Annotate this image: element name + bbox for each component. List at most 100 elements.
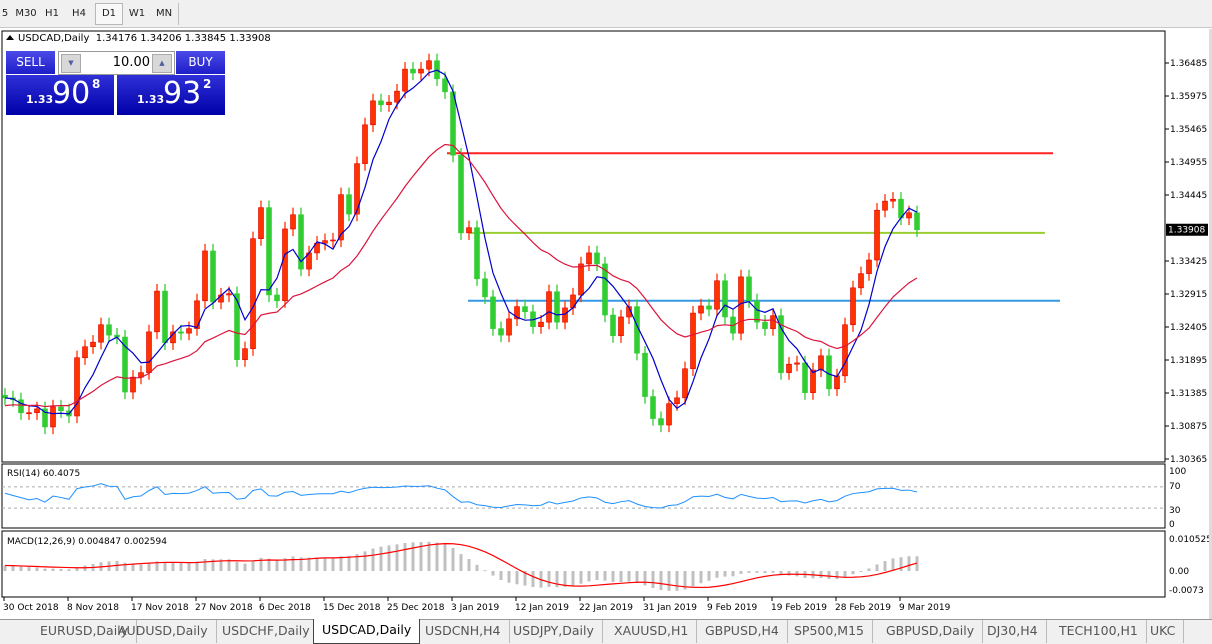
bullish-candle bbox=[282, 228, 288, 302]
macd-histogram-bar bbox=[211, 559, 215, 571]
bullish-candle bbox=[98, 324, 104, 343]
date-tick-label: 9 Feb 2019 bbox=[707, 603, 758, 613]
bullish-candle bbox=[794, 362, 800, 365]
buy-button[interactable]: BUY bbox=[176, 51, 225, 74]
macd-histogram-bar bbox=[19, 566, 23, 571]
bullish-candle bbox=[154, 290, 160, 333]
bullish-candle bbox=[226, 293, 232, 296]
current-price-label: 1.33908 bbox=[1168, 226, 1205, 236]
bullish-candle bbox=[698, 305, 704, 314]
bearish-candle bbox=[746, 276, 752, 302]
macd-tick-label: 0.00 bbox=[1169, 567, 1189, 577]
macd-histogram-bar bbox=[11, 565, 15, 571]
macd-histogram-bar bbox=[595, 571, 599, 581]
chart-tab[interactable]: GBPUSD,H4 bbox=[697, 620, 788, 643]
chart-tab[interactable]: DJ30,H4 bbox=[979, 620, 1047, 643]
bullish-candle bbox=[906, 212, 912, 219]
timeframe-m5-button[interactable]: 5 bbox=[1, 8, 9, 19]
price-chart[interactable]: 1.36485 1.35975 1.35465 1.34955 1.34445 1.334… bbox=[0, 0, 1212, 619]
macd-histogram-bar bbox=[203, 559, 207, 571]
macd-histogram-bar bbox=[43, 568, 47, 571]
macd-histogram-bar bbox=[883, 561, 887, 571]
chart-tab[interactable]: XAUUSD,H1 bbox=[606, 620, 698, 643]
bearish-candle bbox=[498, 328, 504, 336]
bearish-candle bbox=[754, 300, 760, 323]
macd-histogram-bar bbox=[891, 558, 895, 571]
bearish-candle bbox=[610, 314, 616, 337]
macd-histogram-bar bbox=[339, 556, 343, 571]
buy-price-box[interactable]: 1.33 93 2 bbox=[117, 75, 225, 115]
macd-histogram-bar bbox=[299, 557, 303, 571]
macd-histogram-bar bbox=[475, 564, 479, 571]
chart-tab[interactable]: USDCHF,Daily bbox=[214, 620, 319, 643]
bearish-candle bbox=[58, 406, 64, 412]
sell-price-box[interactable]: 1.33 90 8 bbox=[6, 75, 114, 115]
date-tick-label: 3 Jan 2019 bbox=[451, 603, 499, 613]
lot-size-value[interactable]: 10.00 bbox=[112, 55, 150, 70]
macd-histogram-bar bbox=[267, 558, 271, 571]
chart-tab[interactable]: GBPUSD,Daily bbox=[878, 620, 984, 643]
timeframe-m30-button[interactable]: M30 bbox=[15, 8, 37, 19]
macd-histogram-bar bbox=[763, 571, 767, 574]
bullish-candle bbox=[874, 209, 880, 261]
macd-histogram-bar bbox=[291, 556, 295, 571]
chart-tab[interactable]: SP500,M15 bbox=[786, 620, 873, 643]
lot-increase-icon[interactable]: ▲ bbox=[152, 54, 172, 73]
chart-tab[interactable]: TECH100,H1 bbox=[1051, 620, 1147, 643]
lot-size-input[interactable]: ▼ 10.00 ▲ bbox=[58, 51, 175, 75]
macd-histogram-bar bbox=[147, 563, 151, 571]
chart-tab[interactable]: USDCNH,H4 bbox=[417, 620, 510, 643]
sell-button[interactable]: SELL bbox=[6, 51, 55, 74]
timeframe-d1-button[interactable]: D1 bbox=[95, 3, 123, 25]
macd-histogram-bar bbox=[419, 542, 423, 571]
chart-tab[interactable]: USDJPY,Daily bbox=[505, 620, 603, 643]
macd-histogram-bar bbox=[643, 571, 647, 586]
macd-histogram-bar bbox=[139, 564, 143, 571]
chart-window[interactable] bbox=[0, 29, 1212, 619]
bullish-candle bbox=[586, 252, 592, 265]
macd-histogram-bar bbox=[787, 571, 791, 576]
chart-tab[interactable]: EURUSD,Daily bbox=[6, 620, 138, 643]
macd-histogram-bar bbox=[275, 559, 279, 571]
bearish-candle bbox=[482, 278, 488, 298]
timeframe-h4-button[interactable]: H4 bbox=[72, 8, 86, 19]
vertical-scrollbar[interactable] bbox=[1209, 29, 1212, 619]
lot-decrease-icon[interactable]: ▼ bbox=[61, 54, 81, 73]
chart-header: USDCAD,Daily 1.34176 1.34206 1.33845 1.3… bbox=[6, 33, 271, 44]
bullish-candle bbox=[866, 259, 872, 274]
macd-histogram-bar bbox=[435, 542, 439, 571]
macd-histogram-bar bbox=[659, 571, 663, 591]
timeframe-mn-button[interactable]: MN bbox=[155, 8, 173, 19]
macd-histogram-bar bbox=[635, 571, 639, 583]
timeframe-h1-button[interactable]: H1 bbox=[45, 8, 59, 19]
bullish-candle bbox=[258, 207, 264, 239]
timeframe-w1-button[interactable]: W1 bbox=[128, 8, 146, 19]
bearish-candle bbox=[458, 154, 464, 234]
chart-tab[interactable]: AUDUSD,Daily bbox=[110, 620, 217, 643]
macd-histogram-bar bbox=[899, 557, 903, 571]
bullish-candle bbox=[466, 227, 472, 234]
date-tick-label: 8 Nov 2018 bbox=[67, 603, 119, 613]
chart-tab[interactable]: UKC bbox=[1142, 620, 1185, 643]
macd-histogram-bar bbox=[555, 571, 559, 588]
macd-histogram-bar bbox=[67, 569, 71, 571]
macd-histogram-bar bbox=[403, 542, 407, 571]
macd-histogram-bar bbox=[227, 559, 231, 571]
bullish-candle bbox=[242, 348, 248, 360]
bullish-candle bbox=[330, 239, 336, 242]
macd-histogram-bar bbox=[59, 568, 63, 571]
rsi-tick-label: 30 bbox=[1169, 506, 1181, 516]
macd-tick-label: -0.0073 bbox=[1169, 586, 1204, 596]
macd-histogram-bar bbox=[491, 571, 495, 576]
bearish-candle bbox=[554, 291, 560, 323]
bearish-candle bbox=[178, 331, 184, 334]
bullish-candle bbox=[394, 90, 400, 103]
current-price-marker bbox=[1166, 223, 1208, 236]
macd-histogram-bar bbox=[627, 571, 631, 582]
chart-tabs-bar: EURUSD,Daily AUDUSD,Daily USDCHF,Daily USDC… bbox=[0, 619, 1212, 644]
collapse-triangle-icon[interactable] bbox=[6, 35, 14, 40]
bearish-candle bbox=[442, 78, 448, 93]
bearish-candle bbox=[474, 227, 480, 280]
chart-tab[interactable]: USDCAD,Daily bbox=[313, 619, 421, 644]
bullish-candle bbox=[714, 280, 720, 310]
